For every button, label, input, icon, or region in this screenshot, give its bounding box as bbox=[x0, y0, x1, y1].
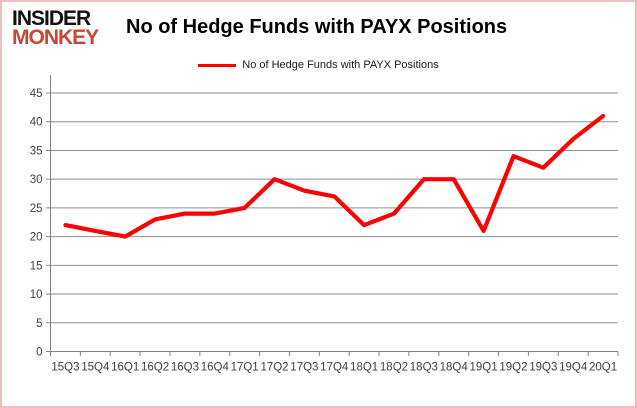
x-axis-label: 19Q4 bbox=[559, 362, 588, 374]
x-axis-label: 18Q4 bbox=[440, 362, 469, 374]
data-line-series bbox=[63, 113, 606, 239]
x-axis-label: 16Q3 bbox=[171, 362, 199, 374]
x-axis-label: 15Q4 bbox=[81, 362, 110, 374]
y-axis-label: 10 bbox=[30, 289, 43, 301]
y-axis-label: 45 bbox=[30, 88, 43, 100]
y-axis-label: 15 bbox=[30, 260, 43, 272]
chart-legend: No of Hedge Funds with PAYX Positions bbox=[2, 59, 635, 71]
y-axis-label: 25 bbox=[30, 203, 43, 215]
insider-monkey-logo: INSIDER MONKEY bbox=[12, 8, 124, 48]
x-axis-label: 18Q3 bbox=[410, 362, 438, 374]
legend-line-swatch bbox=[198, 63, 237, 67]
legend-label: No of Hedge Funds with PAYX Positions bbox=[242, 59, 439, 71]
x-axis-label: 16Q1 bbox=[111, 362, 139, 374]
x-axis-label: 19Q2 bbox=[499, 362, 527, 374]
logo-insider-text: INSIDER bbox=[12, 7, 91, 30]
y-axis-label: 5 bbox=[36, 318, 42, 330]
x-axis-label: 17Q2 bbox=[260, 362, 288, 374]
y-axis-label: 0 bbox=[36, 347, 42, 359]
x-axis-label: 18Q2 bbox=[380, 362, 408, 374]
x-axis-label: 20Q1 bbox=[589, 362, 617, 374]
x-axis-label: 17Q4 bbox=[320, 362, 349, 374]
x-axis-label: 17Q3 bbox=[290, 362, 318, 374]
x-axis-label: 16Q4 bbox=[201, 362, 230, 374]
x-axis-label: 15Q3 bbox=[51, 362, 79, 374]
chart-title: No of Hedge Funds with PAYX Positions bbox=[126, 16, 508, 38]
x-axis-label: 18Q1 bbox=[350, 362, 378, 374]
y-axis-label: 20 bbox=[30, 232, 43, 244]
y-axis-label: 40 bbox=[30, 117, 43, 129]
x-axis-label: 16Q2 bbox=[141, 362, 169, 374]
x-axis-label: 19Q1 bbox=[470, 362, 498, 374]
x-axis-label: 17Q1 bbox=[231, 362, 259, 374]
x-axis-label: 19Q3 bbox=[529, 362, 557, 374]
y-axis-label: 30 bbox=[30, 174, 43, 186]
y-axis-label: 35 bbox=[30, 145, 43, 157]
logo-monkey-text: MONKEY bbox=[12, 26, 99, 49]
